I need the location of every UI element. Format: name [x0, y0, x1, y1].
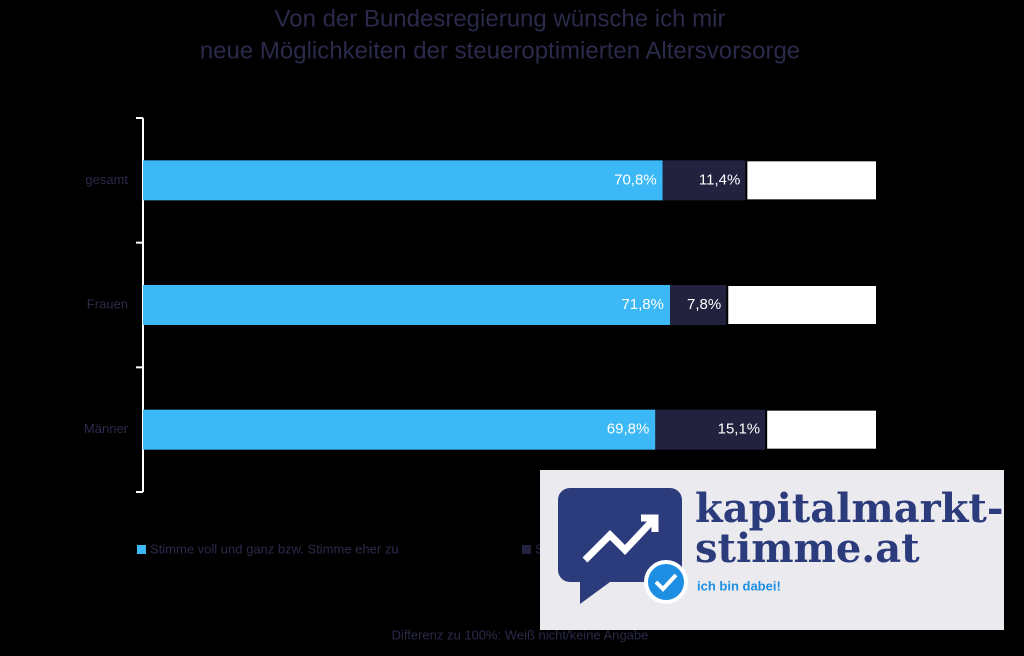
note: Differenz zu 100%: Weiß nicht/keine Anga… [392, 627, 649, 642]
bar-segment [745, 159, 879, 202]
logo-text: kapitalmarkt- [695, 485, 1004, 532]
value-label: 69,8% [607, 421, 650, 438]
logo: kapitalmarkt-stimme.at ich bin dabei! [540, 470, 1004, 630]
legend-swatch [522, 545, 531, 554]
bar-segment [143, 409, 656, 450]
value-label: 7,8% [687, 296, 721, 313]
value-label: 70,8% [614, 171, 657, 188]
chart-title: Von der Bundesregierung wünsche ich mir [275, 5, 726, 32]
bar-segment [726, 284, 878, 326]
bar-segment [765, 408, 879, 451]
logo-tagline: ich bin dabei! [697, 578, 781, 593]
category-label: Männer [84, 421, 129, 436]
bar-segment [655, 409, 767, 450]
value-label: 15,1% [718, 421, 761, 438]
chart-title: neue Möglichkeiten der steueroptimierten… [200, 37, 800, 64]
value-label: 11,4% [699, 171, 740, 188]
legend-swatch [137, 545, 146, 554]
legend-label: Stimme voll und ganz bzw. Stimme eher zu [150, 541, 399, 556]
logo-text: stimme.at [695, 525, 920, 572]
category-label: Frauen [87, 296, 128, 311]
logo-arrow [582, 514, 659, 563]
bar-segment [670, 285, 728, 325]
category-label: gesamt [85, 172, 128, 187]
bar-segment [662, 160, 747, 201]
value-label: 71,8% [621, 296, 664, 313]
logo-check [654, 573, 678, 592]
bar-segment [143, 160, 663, 201]
logo-check-circle [644, 560, 688, 604]
bar-segment [143, 285, 671, 325]
